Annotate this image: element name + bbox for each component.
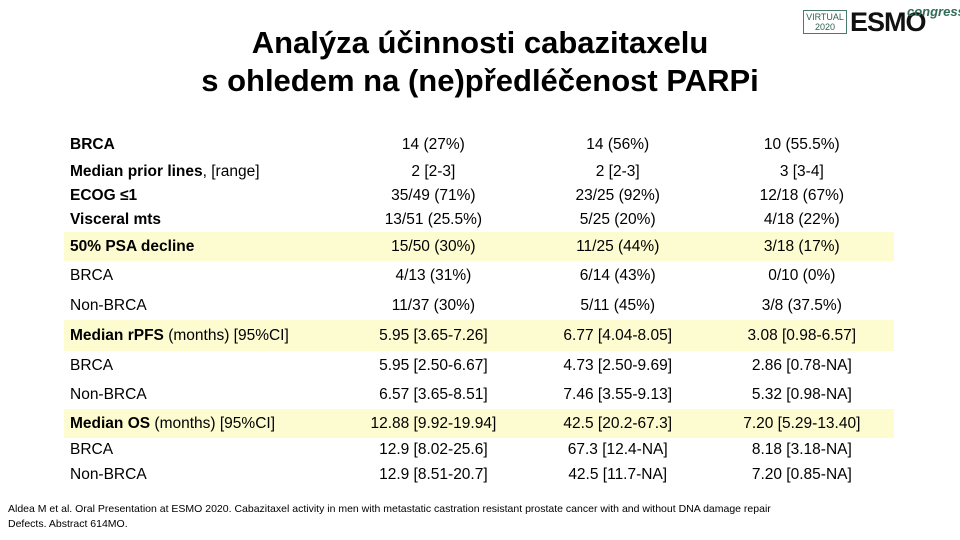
cell-value: 7.20 [0.85-NA] (751, 465, 852, 483)
esmo-wordmark: ESMO (850, 7, 927, 37)
cell-value: 35/49 (71%) (391, 187, 476, 204)
row-label: BRCA (64, 130, 341, 159)
row-label-bold: Median prior lines (70, 162, 203, 180)
row-label: Median rPFS (months) [95%CI] (64, 320, 341, 351)
cell-value: 14 (27%) (401, 135, 465, 153)
row-label: Non-BRCA (64, 462, 341, 487)
year-label: 2020 (814, 22, 836, 32)
virtual-2020-badge: VIRTUAL 2020 (803, 10, 847, 34)
reference-line-1: Aldea M et al. Oral Presentation at ESMO… (8, 503, 771, 515)
cell-value: 4.73 [2.50-9.69] (563, 357, 673, 374)
table-row: BRCA 14 (27%) 14 (56%) 10 (55.5%) (64, 130, 894, 159)
cell-value: 5.95 [3.65-7.26] (340, 320, 526, 351)
results-table: BRCA 14 (27%) 14 (56%) 10 (55.5%) Median pri… (64, 130, 894, 487)
row-label-text: , [range] (202, 162, 260, 180)
row-label-text: Non-BRCA (70, 386, 147, 403)
table-row: Median rPFS (months) [95%CI] 5.95 [3.65-7… (64, 320, 894, 351)
cell-value: 12.9 [8.51-20.7] (379, 465, 488, 483)
cell-value: 6.77 [4.04-8.05] (525, 320, 710, 351)
cell-value: 7.46 [3.55-9.13] (563, 386, 673, 403)
cell-value: 4/18 (22%) (763, 211, 840, 228)
row-label-text: Non-BRCA (70, 465, 147, 483)
table-row: BRCA 4/13 (31%) 6/14 (43%) 0/10 (0%) (64, 261, 894, 291)
cell-value: 8.18 [3.18-NA] (751, 441, 852, 458)
row-label-bold: BRCA (70, 135, 115, 153)
cell-value: 3/18 (17%) (709, 232, 894, 261)
table-row: BRCA 12.9 [8.02-25.6] 67.3 [12.4-NA] 8.18 [… (64, 438, 894, 462)
row-label-text: BRCA (70, 267, 114, 284)
row-label-bold: 50% PSA decline (70, 237, 195, 255)
cell-value: 3.08 [0.98-6.57] (709, 320, 894, 351)
cell-value: 11/37 (30%) (391, 296, 476, 314)
row-label: 50% PSA decline (64, 232, 341, 261)
row-label-bold: Median rPFS (70, 326, 164, 344)
cell-value: 5.95 [2.50-6.67] (379, 357, 488, 374)
cell-value: 3/8 (37.5%) (761, 296, 842, 314)
results-table-body: BRCA 14 (27%) 14 (56%) 10 (55.5%) Median pri… (64, 130, 894, 487)
row-label: Non-BRCA (64, 381, 341, 409)
cell-value: 12.88 [9.92-19.94] (340, 409, 526, 438)
cell-value: 2 [2-3] (595, 162, 640, 180)
virtual-label: VIRTUAL (806, 12, 844, 22)
table-row: 50% PSA decline 15/50 (30%) 11/25 (44%) 3/1… (64, 232, 894, 261)
cell-value: 5/25 (20%) (579, 211, 656, 228)
table-row: BRCA 5.95 [2.50-6.67] 4.73 [2.50-9.69] 2.86… (64, 351, 894, 381)
table-row: Non-BRCA 11/37 (30%) 5/11 (45%) 3/8 (37.5%) (64, 291, 894, 320)
title-line-2: s ohledem na (ne)předléčenost PARPi (201, 63, 759, 98)
cell-value: 42.5 [11.7-NA] (568, 465, 668, 483)
table-row: ECOG ≤1 35/49 (71%) 23/25 (92%) 12/18 (67%) (64, 184, 894, 208)
cell-value: 23/25 (92%) (575, 187, 660, 204)
cell-value: 4/13 (31%) (395, 267, 472, 284)
row-label: BRCA (64, 261, 341, 291)
cell-value: 13/51 (25.5%) (384, 211, 483, 228)
congress-wordmark: congress (907, 4, 960, 19)
row-label-text: Non-BRCA (70, 296, 147, 314)
cell-value: 11/25 (44%) (525, 232, 710, 261)
table-row: Non-BRCA 12.9 [8.51-20.7] 42.5 [11.7-NA] 7.… (64, 462, 894, 487)
reference-line-2: Defects. Abstract 614MO. (8, 518, 128, 530)
table-row: Visceral mts 13/51 (25.5%) 5/25 (20%) 4/18 … (64, 208, 894, 232)
cell-value: 5.32 [0.98-NA] (751, 386, 852, 403)
row-label: Non-BRCA (64, 291, 341, 320)
row-label-text: (months) [95%CI] (163, 326, 289, 344)
cell-value: 12.9 [8.02-25.6] (379, 441, 488, 458)
title-line-1: Analýza účinnosti cabazitaxelu (251, 25, 709, 60)
reference-footnote: Aldea M et al. Oral Presentation at ESMO… (8, 502, 938, 532)
cell-value: 5/11 (45%) (580, 296, 656, 314)
row-label-text: (months) [95%CI] (150, 414, 276, 432)
row-label: ECOG ≤1 (64, 184, 341, 208)
row-label-bold: Visceral mts (70, 211, 162, 228)
row-label: BRCA (64, 351, 341, 381)
table-row: Median OS (months) [95%CI] 12.88 [9.92-19… (64, 409, 894, 438)
cell-value: 10 (55.5%) (763, 135, 840, 153)
row-label-text: BRCA (70, 357, 114, 374)
cell-value: 0/10 (0%) (768, 267, 836, 284)
table-row: Non-BRCA 6.57 [3.65-8.51] 7.46 [3.55-9.13]… (64, 381, 894, 409)
row-label-text: BRCA (70, 441, 114, 458)
cell-value: 67.3 [12.4-NA] (567, 441, 668, 458)
row-label: BRCA (64, 438, 341, 462)
cell-value: 15/50 (30%) (340, 232, 526, 261)
cell-value: 7.20 [5.29-13.40] (709, 409, 894, 438)
row-label: Median OS (months) [95%CI] (64, 409, 341, 438)
cell-value: 2 [2-3] (411, 162, 456, 180)
cell-value: 6.57 [3.65-8.51] (379, 386, 488, 403)
row-label-bold: ECOG ≤1 (70, 187, 138, 204)
row-label-bold: Median OS (70, 414, 151, 432)
row-label: Visceral mts (64, 208, 341, 232)
cell-value: 12/18 (67%) (759, 187, 845, 204)
esmo-logo: VIRTUAL 2020 ESMO congress (803, 4, 960, 37)
slide-title: Analýza účinnosti cabazitaxelu s ohledem… (0, 24, 960, 100)
row-label: Median prior lines, [range] (64, 159, 341, 184)
table-row: Median prior lines, [range] 2 [2-3] 2 [2-3… (64, 159, 894, 184)
cell-value: 6/14 (43%) (579, 267, 656, 284)
cell-value: 14 (56%) (586, 135, 650, 153)
cell-value: 2.86 [0.78-NA] (751, 357, 852, 374)
cell-value: 42.5 [20.2-67.3] (525, 409, 710, 438)
cell-value: 3 [3-4] (779, 162, 824, 180)
